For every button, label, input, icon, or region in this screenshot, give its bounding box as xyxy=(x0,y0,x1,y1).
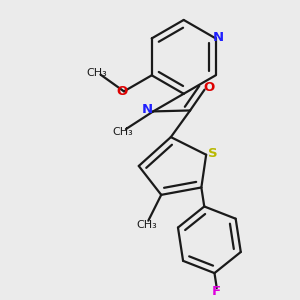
Text: CH₃: CH₃ xyxy=(112,127,133,136)
Text: N: N xyxy=(142,103,153,116)
Text: F: F xyxy=(212,285,221,298)
Text: CH₃: CH₃ xyxy=(87,68,108,78)
Text: CH₃: CH₃ xyxy=(136,220,157,230)
Text: N: N xyxy=(213,31,224,44)
Text: S: S xyxy=(208,147,218,160)
Text: O: O xyxy=(203,82,215,94)
Text: O: O xyxy=(117,85,128,98)
